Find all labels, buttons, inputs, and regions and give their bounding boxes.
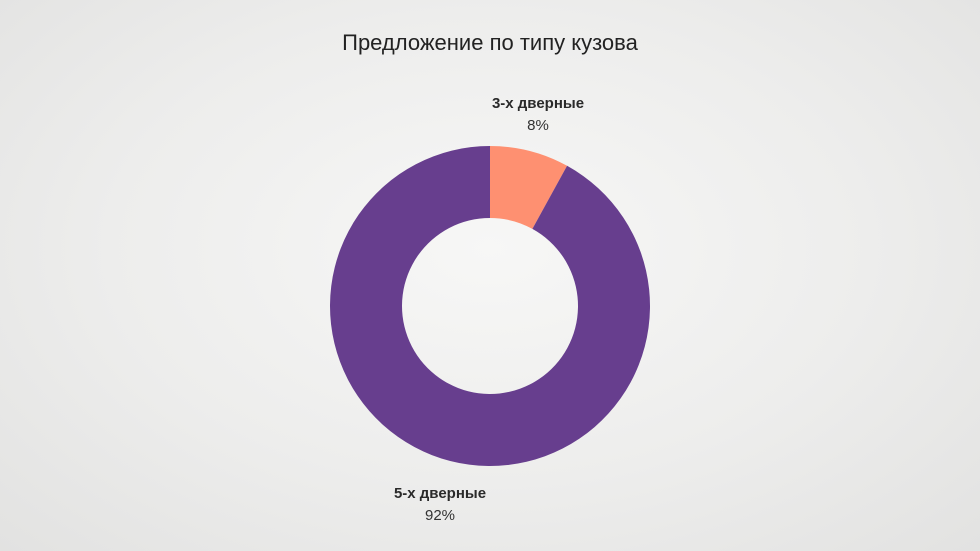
slice-value-2: 92% <box>425 507 455 524</box>
slice-labels: 3-х дверные 8% 5-х дверные 92% <box>394 95 584 524</box>
chart-title: Предложение по типу кузова <box>342 30 638 55</box>
slice-2 <box>329 146 650 466</box>
donut-slices <box>329 146 650 466</box>
slice-1 <box>490 146 568 229</box>
slice-label-2: 5-х дверные <box>394 485 486 502</box>
slice-label-1: 3-х дверные <box>492 95 584 112</box>
slice-value-1: 8% <box>527 117 549 134</box>
